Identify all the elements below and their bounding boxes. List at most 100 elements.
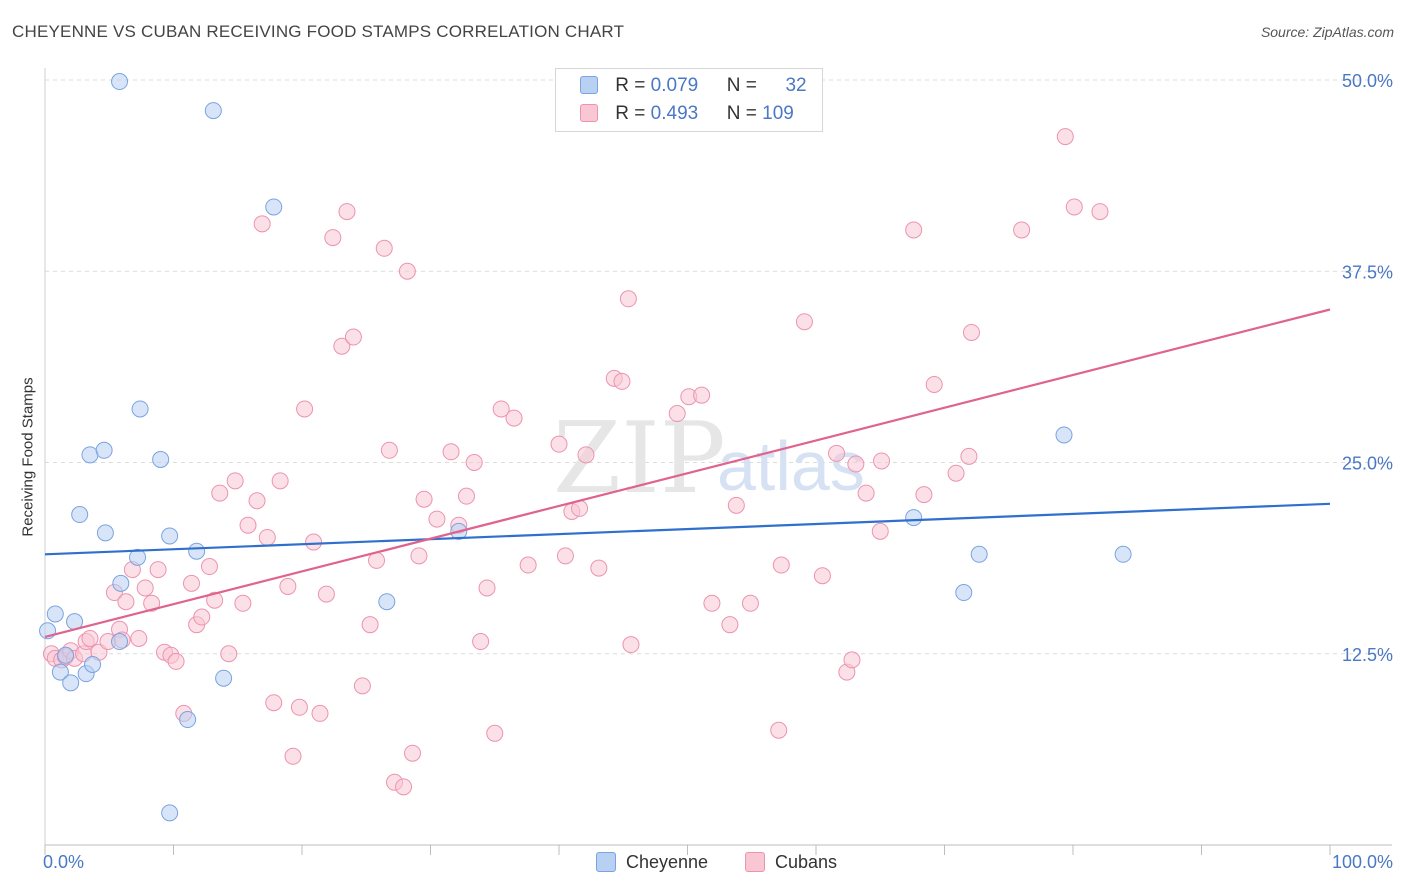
cheyenne-point (1055, 426, 1073, 444)
cubans-point (721, 616, 739, 634)
cheyenne-point (955, 584, 973, 602)
cheyenne-point (204, 102, 222, 120)
cubans-point (200, 558, 218, 576)
cubans-point (619, 290, 637, 308)
cheyenne-point (129, 548, 147, 566)
cubans-point (590, 559, 608, 577)
cheyenne-point (81, 446, 99, 464)
cubans-point (486, 724, 504, 742)
data-points (39, 73, 1132, 822)
cubans-point (344, 328, 362, 346)
cubans-point (253, 215, 271, 233)
cubans-point (873, 452, 891, 470)
cubans-point (871, 522, 889, 540)
cubans-point (305, 533, 323, 551)
cubans-point (492, 400, 510, 418)
cubans-point (338, 203, 356, 221)
n-value: 32 (785, 75, 807, 96)
legend-item-cheyenne[interactable]: Cheyenne (596, 852, 708, 873)
legend-row-cheyenne: R = 0.079 N = 32 (580, 75, 807, 97)
cubans-point (925, 375, 943, 393)
cubans-point (1013, 221, 1031, 239)
x-tick-max: 100.0% (1331, 852, 1393, 872)
y-tick-label: 25.0% (1342, 454, 1393, 474)
cubans-point (703, 594, 721, 612)
r-value: 0.493 (650, 103, 699, 124)
cheyenne-point (71, 506, 89, 524)
cubans-point (361, 616, 379, 634)
cheyenne-trend-line (44, 502, 1331, 556)
gridlines (45, 79, 1392, 655)
n-value: 109 (762, 103, 794, 124)
cubans-swatch (745, 852, 765, 872)
cubans-point (428, 510, 446, 528)
cubans-point (311, 704, 329, 722)
cubans-point (857, 484, 875, 502)
cheyenne-point (215, 669, 233, 687)
cheyenne-point (265, 198, 283, 216)
cubans-point (375, 239, 393, 257)
cheyenne-swatch (580, 76, 598, 94)
cubans-point (81, 629, 99, 647)
y-axis-label: Receiving Food Stamps (19, 377, 37, 537)
cubans-point (457, 487, 475, 505)
cubans-point (843, 651, 861, 669)
cheyenne-point (1114, 545, 1132, 563)
cheyenne-point (378, 593, 396, 611)
cheyenne-point (161, 527, 179, 545)
r-value: 0.079 (650, 75, 699, 96)
cubans-point (193, 608, 211, 626)
chart-title: CHEYENNE VS CUBAN RECEIVING FOOD STAMPS … (12, 22, 625, 41)
cubans-point (613, 372, 631, 390)
cubans-point (182, 574, 200, 592)
legend-item-cubans[interactable]: Cubans (745, 852, 837, 873)
cubans-point (905, 221, 923, 239)
cheyenne-point (161, 804, 179, 822)
cheyenne-point (46, 605, 64, 623)
cubans-point (1065, 198, 1083, 216)
cubans-point (505, 409, 523, 427)
cubans-point (149, 561, 167, 579)
cubans-point (284, 747, 302, 765)
cubans-point (317, 585, 335, 603)
cubans-point (727, 496, 745, 514)
legend-row-cubans: R = 0.493 N = 109 (580, 103, 794, 125)
cubans-point (550, 435, 568, 453)
trend-lines (44, 308, 1331, 638)
cubans-point (290, 698, 308, 716)
cubans-point (410, 547, 428, 565)
cubans-point (741, 594, 759, 612)
cheyenne-point (84, 655, 102, 673)
n-label: N = (726, 103, 757, 124)
cubans-point (206, 591, 224, 609)
cubans-point (772, 556, 790, 574)
cubans-point (333, 337, 351, 355)
cubans-point (577, 446, 595, 464)
cubans-point (258, 528, 276, 546)
cubans-point (117, 593, 135, 611)
y-tick-label: 37.5% (1342, 262, 1393, 282)
cubans-point (668, 405, 686, 423)
cubans-point (167, 652, 185, 670)
cubans-point (1091, 203, 1109, 221)
y-tick-label: 50.0% (1342, 71, 1393, 91)
n-label: N = (726, 75, 757, 96)
cheyenne-point (62, 674, 80, 692)
cubans-point (947, 464, 965, 482)
cheyenne-point (57, 646, 75, 664)
cheyenne-point (131, 400, 149, 418)
cheyenne-point (152, 450, 170, 468)
cubans-point (415, 490, 433, 508)
cubans-point (519, 556, 537, 574)
cubans-point (847, 455, 865, 473)
cubans-point (960, 447, 978, 465)
cubans-point (324, 229, 342, 247)
cubans-point (226, 472, 244, 490)
y-tick-labels: 12.5% 25.0% 37.5% 50.0% (1342, 71, 1393, 665)
cheyenne-point (95, 441, 113, 459)
cubans-point (770, 721, 788, 739)
cubans-point (211, 484, 229, 502)
cubans-point (556, 547, 574, 565)
cubans-point (143, 594, 161, 612)
